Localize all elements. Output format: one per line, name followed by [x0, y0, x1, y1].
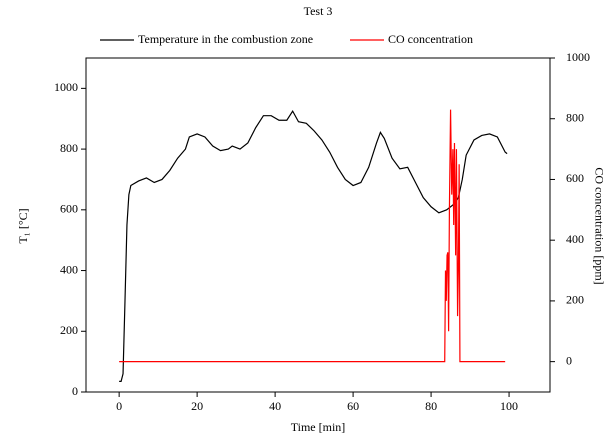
y2-tick-label: 600 — [566, 171, 584, 185]
legend-label: CO concentration — [388, 32, 473, 46]
y2-axis-label: CO concentration [ppm] — [592, 167, 606, 284]
y2-tick-label: 800 — [566, 110, 584, 124]
x-tick-label: 100 — [500, 399, 518, 413]
y2-tick-label: 0 — [566, 353, 572, 367]
y2-tick-label: 1000 — [566, 50, 590, 64]
y-tick-label: 800 — [60, 141, 78, 155]
plot-frame — [85, 57, 551, 393]
x-tick-label: 60 — [347, 399, 359, 413]
y-tick-label: 1000 — [54, 80, 78, 94]
y-tick-label: 200 — [60, 323, 78, 337]
x-tick-label: 20 — [191, 399, 203, 413]
x-tick-label: 0 — [116, 399, 122, 413]
y2-tick-label: 400 — [566, 232, 584, 246]
y-axis-label: T₁ [°C] — [16, 208, 30, 243]
y-tick-label: 400 — [60, 262, 78, 276]
x-tick-label: 80 — [425, 399, 437, 413]
x-tick-label: 40 — [269, 399, 281, 413]
y-tick-label: 0 — [72, 384, 78, 398]
x-axis-label: Time [min] — [291, 420, 346, 434]
y2-tick-label: 200 — [566, 293, 584, 307]
series-line — [119, 109, 506, 363]
series-line — [119, 109, 508, 382]
chart-title: Test 3 — [304, 4, 333, 18]
y-tick-label: 600 — [60, 202, 78, 216]
legend-label: Temperature in the combustion zone — [138, 32, 313, 46]
